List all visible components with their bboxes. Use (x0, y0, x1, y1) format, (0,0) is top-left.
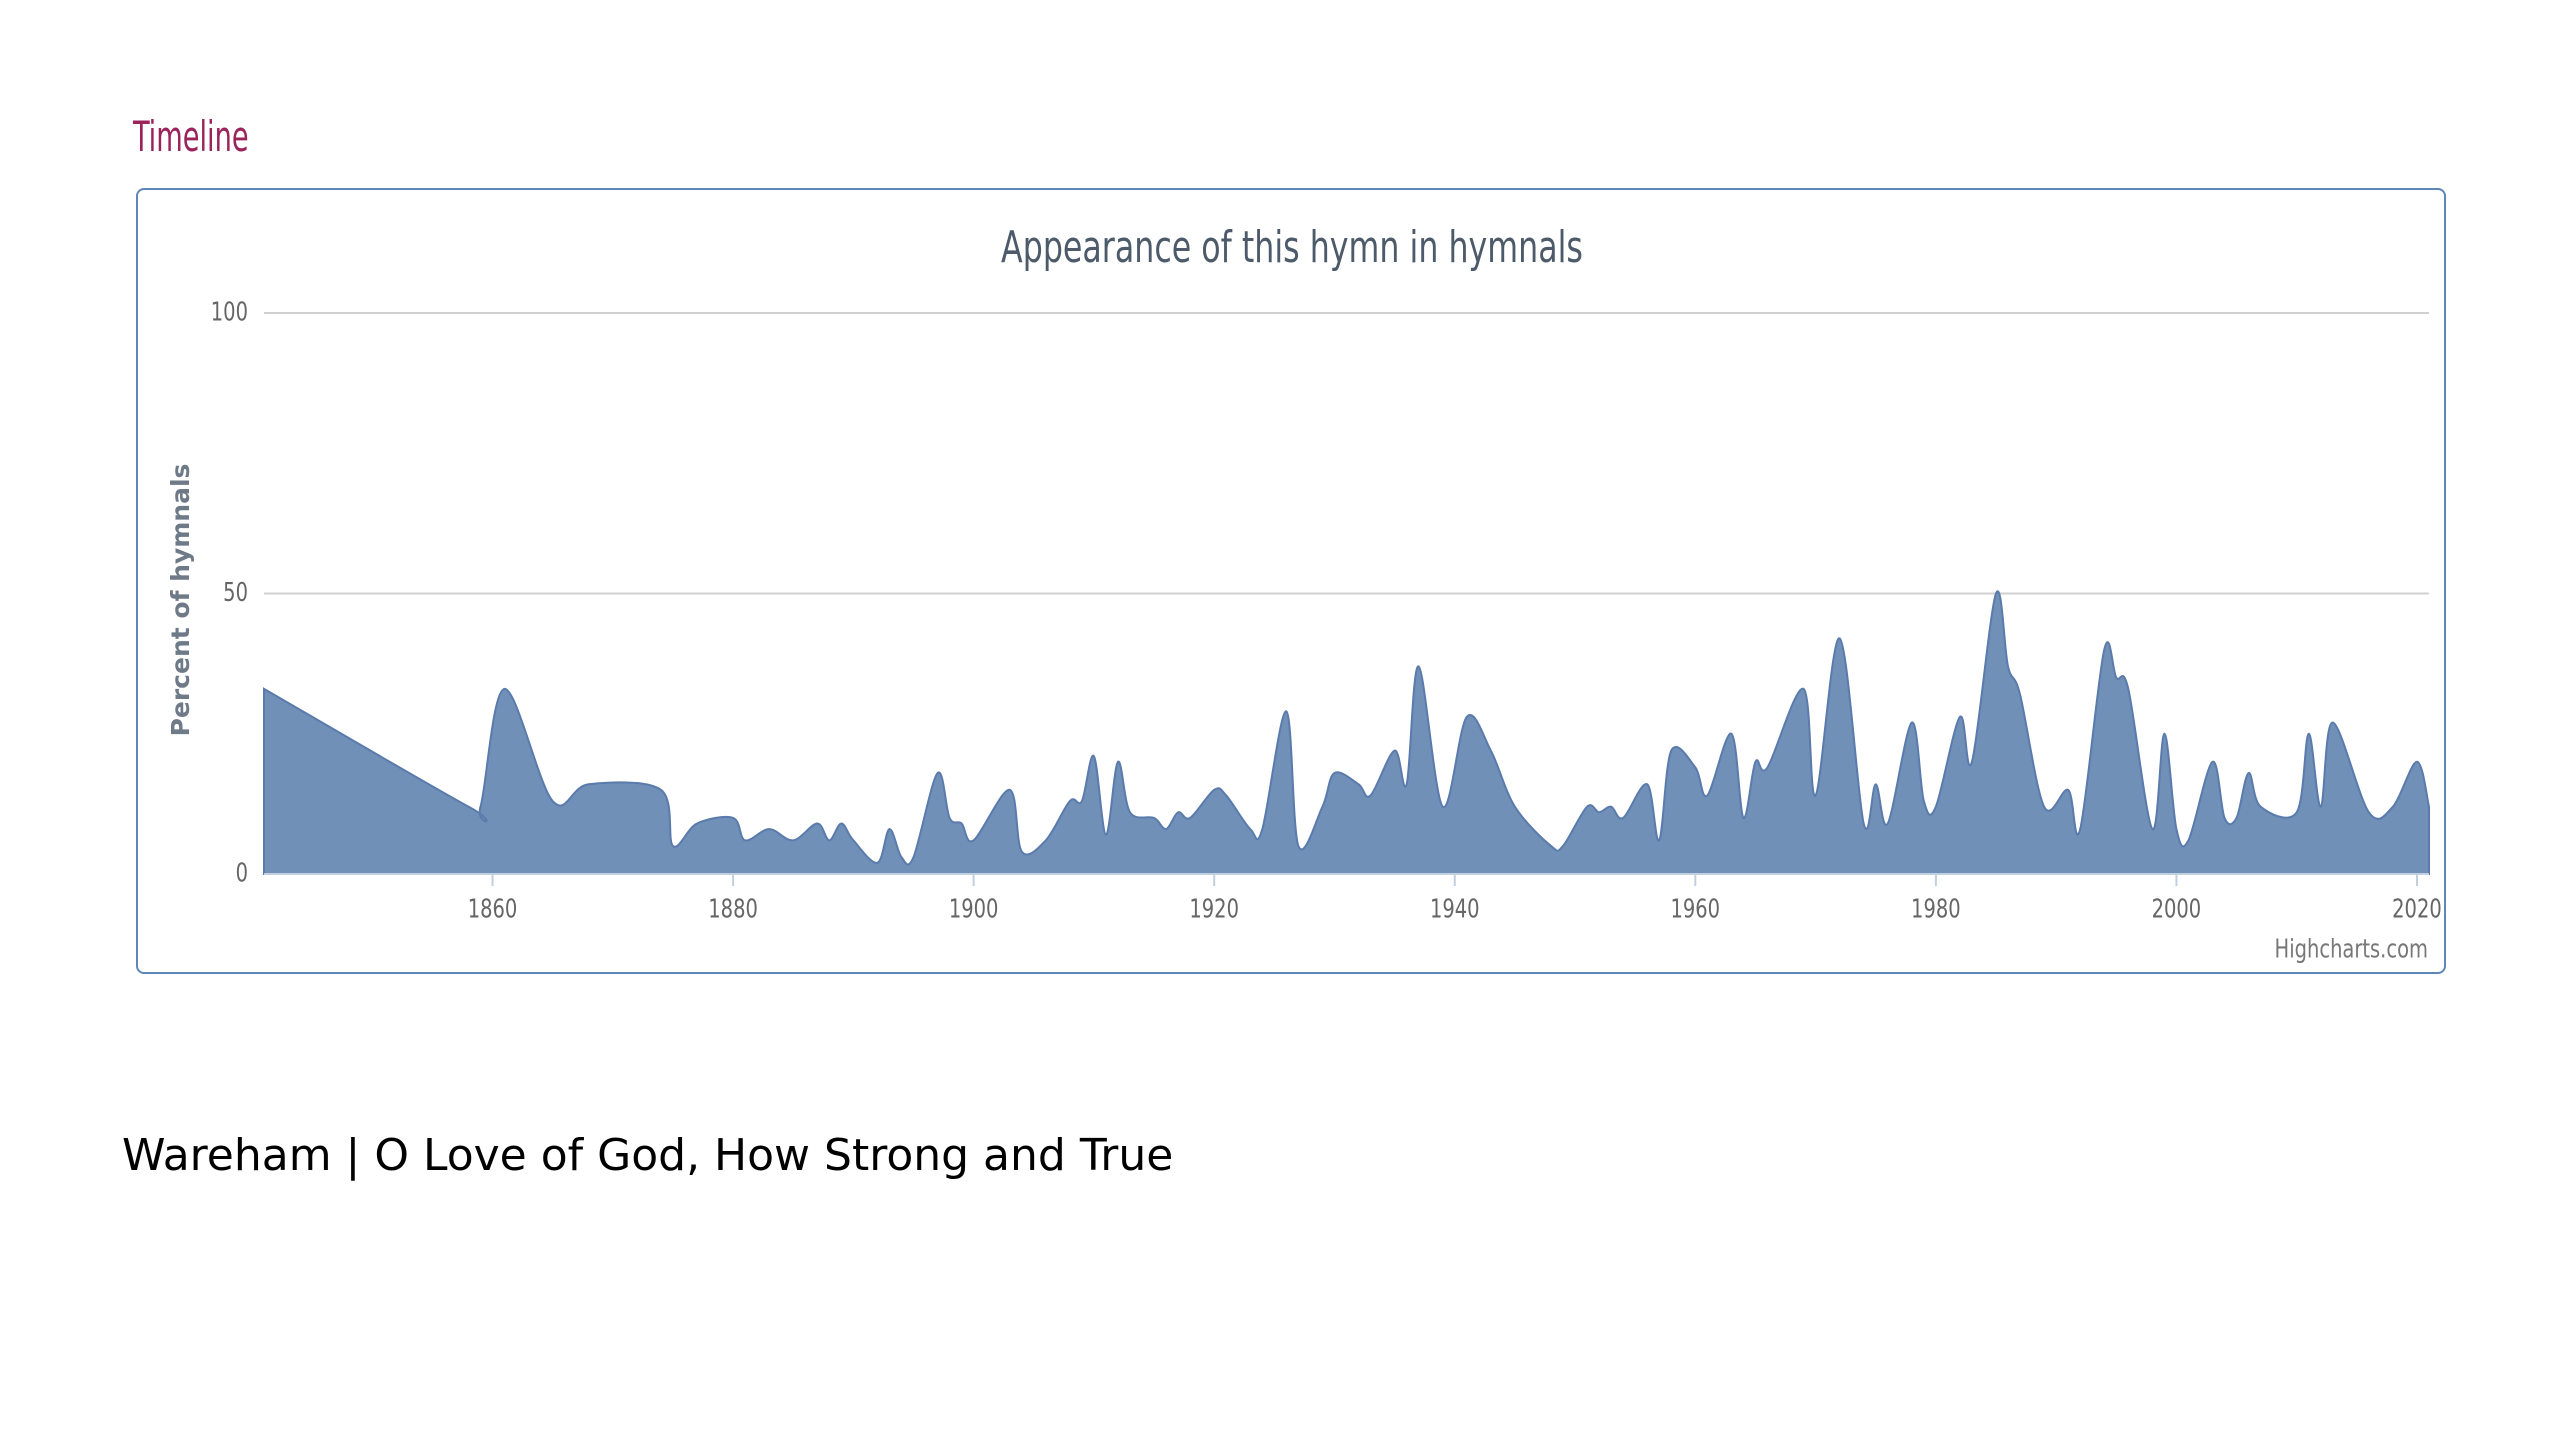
y-tick-label: 50 (223, 578, 248, 607)
area (263, 590, 2430, 875)
x-tick-label: 2000 (2152, 895, 2202, 924)
x-tick-label: 1960 (1670, 895, 1720, 924)
y-axis-title: Percent of hymnals (166, 464, 195, 737)
credit[interactable]: Highcharts.com (2275, 935, 2428, 964)
x-tick-label: 1920 (1189, 895, 1239, 924)
chart-container (136, 188, 2446, 974)
caption: Wareham | O Love of God, How Strong and … (122, 1130, 1174, 1181)
y-tick-label: 100 (211, 298, 248, 327)
section-heading: Timeline (133, 112, 249, 161)
x-tick-label: 1900 (949, 895, 999, 924)
x-tick-label: 2020 (2392, 895, 2442, 924)
x-tick-label: 1880 (708, 895, 758, 924)
x-tick-label: 1940 (1430, 895, 1480, 924)
x-tick-label: 1860 (468, 895, 518, 924)
chart-title: Appearance of this hymn in hymnals (1001, 222, 1583, 274)
x-tick-label: 1980 (1911, 895, 1961, 924)
y-tick-label: 0 (236, 859, 248, 888)
